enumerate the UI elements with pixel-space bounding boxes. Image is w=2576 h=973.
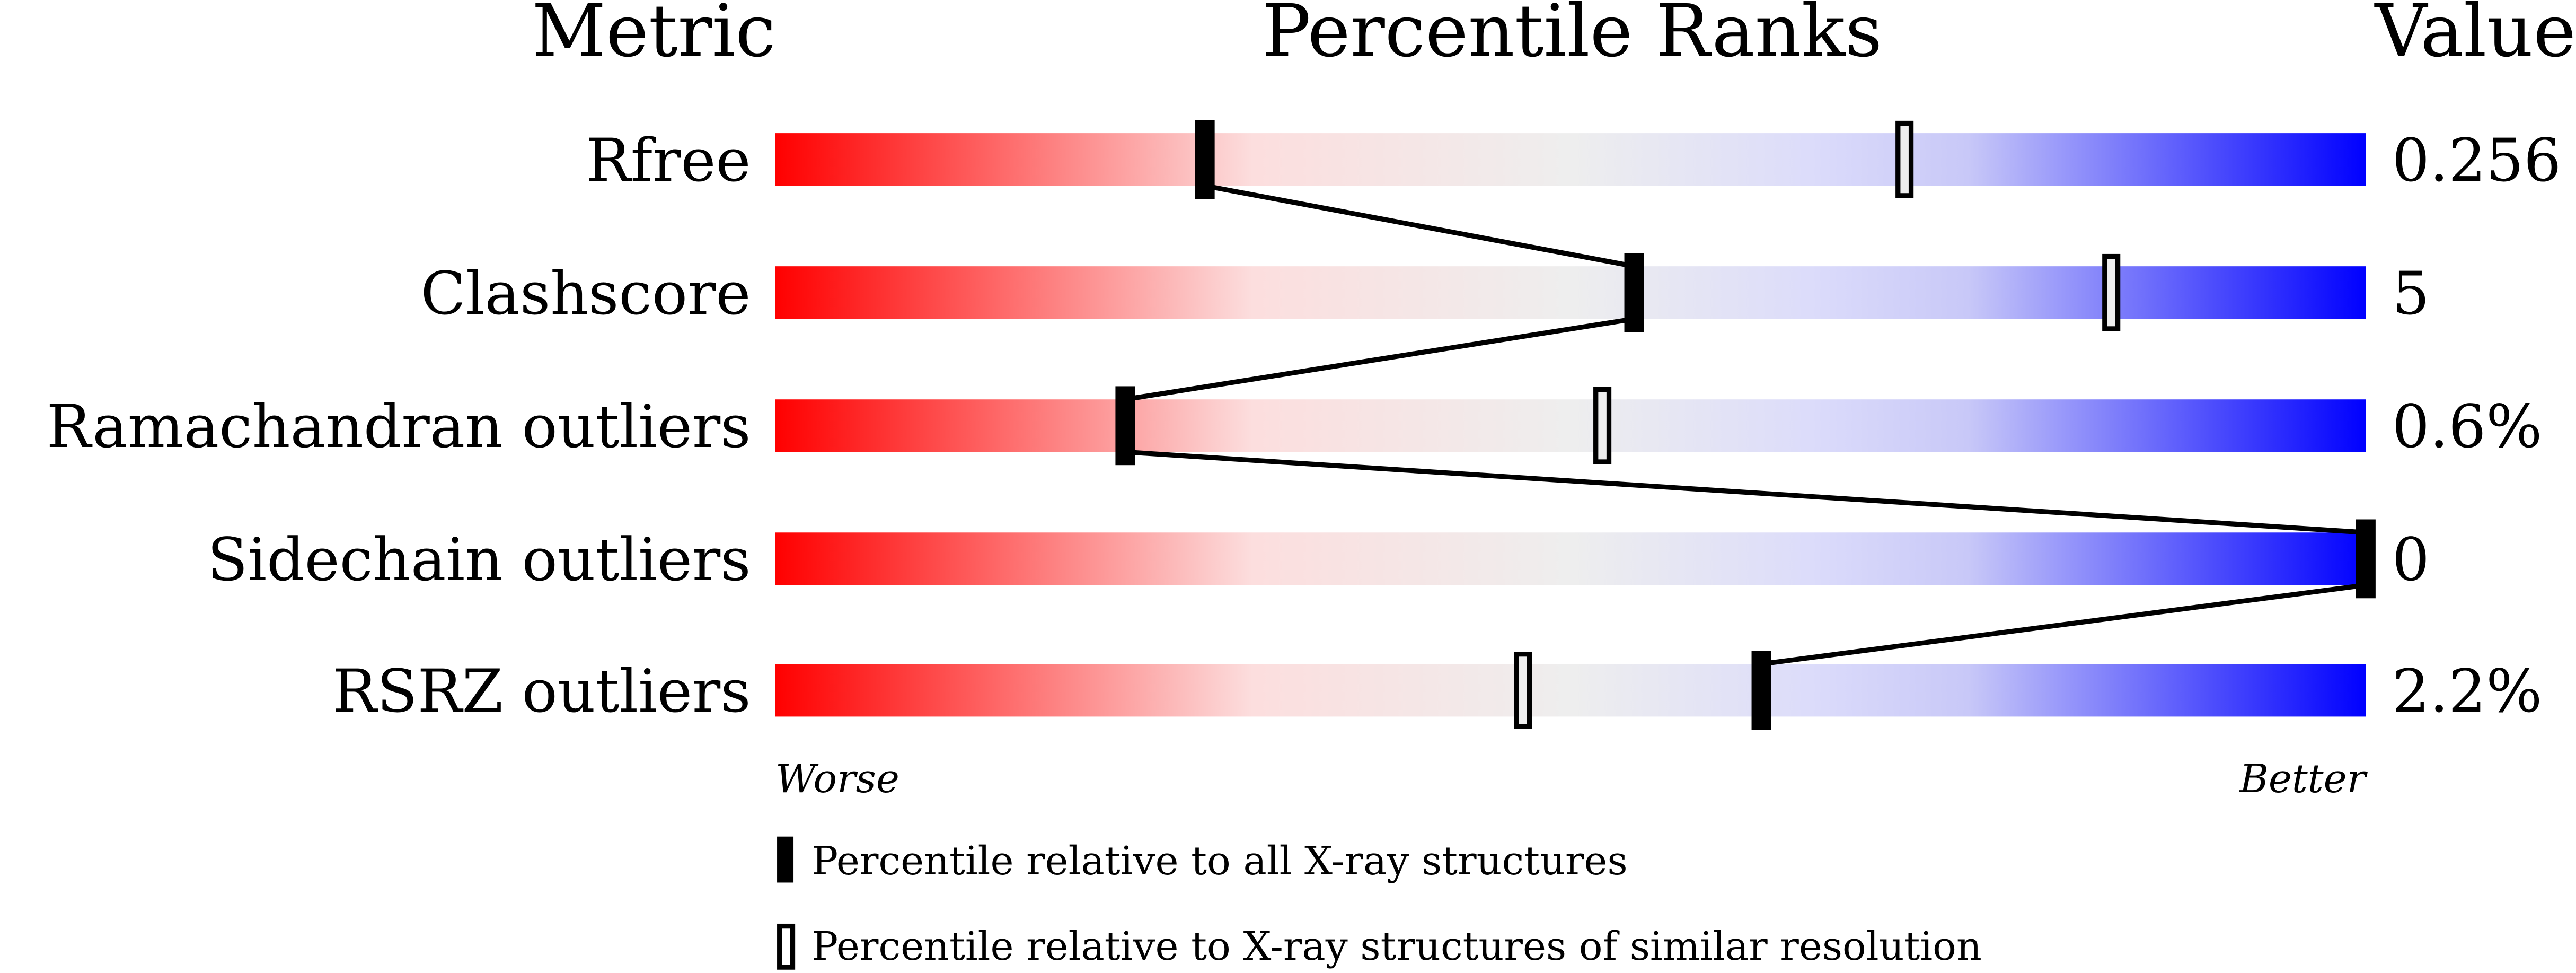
connector-line [1125,449,2366,535]
metric-value: 0.256 [2392,126,2561,195]
metric-label: Rfree [586,126,751,195]
percentile-bar [775,532,2366,585]
marker-all-structures [1115,386,1135,466]
metric-label: Sidechain outliers [207,525,751,594]
header-value: Value [2374,0,2576,73]
legend-open-marker-icon [777,923,796,970]
legend-filled-marker-icon [777,836,794,883]
legend-all: Percentile relative to all X-ray structu… [811,838,1628,884]
axis-label-better: Better [2238,756,2368,802]
connector-line [1125,316,1635,402]
connector-line [1204,183,1635,269]
percentile-bar [775,664,2366,717]
percentile-bar [775,133,2366,186]
marker-similar-resolution [1514,651,1532,729]
percentile-bar [775,266,2366,319]
legend-similar: Percentile relative to X-ray structures … [811,923,1982,969]
marker-all-structures [1751,651,1771,730]
marker-all-structures [2356,519,2376,599]
marker-similar-resolution [1895,120,1914,198]
metric-label: Clashscore [420,259,751,328]
marker-similar-resolution [2102,253,2121,331]
metric-value: 0 [2392,525,2430,594]
marker-similar-resolution [1593,387,1612,464]
metric-label: RSRZ outliers [332,657,751,726]
metric-value: 5 [2392,259,2430,328]
metric-value: 2.2% [2392,657,2542,726]
marker-all-structures [1195,120,1215,199]
percentile-bar [775,399,2366,452]
connector-line [1761,582,2366,667]
metric-label: Ramachandran outliers [47,392,751,461]
header-percentile-ranks: Percentile Ranks [1262,0,1882,73]
header-metric: Metric [532,0,775,73]
axis-label-worse: Worse [775,756,899,802]
metric-value: 0.6% [2392,392,2542,461]
marker-all-structures [1624,253,1644,332]
